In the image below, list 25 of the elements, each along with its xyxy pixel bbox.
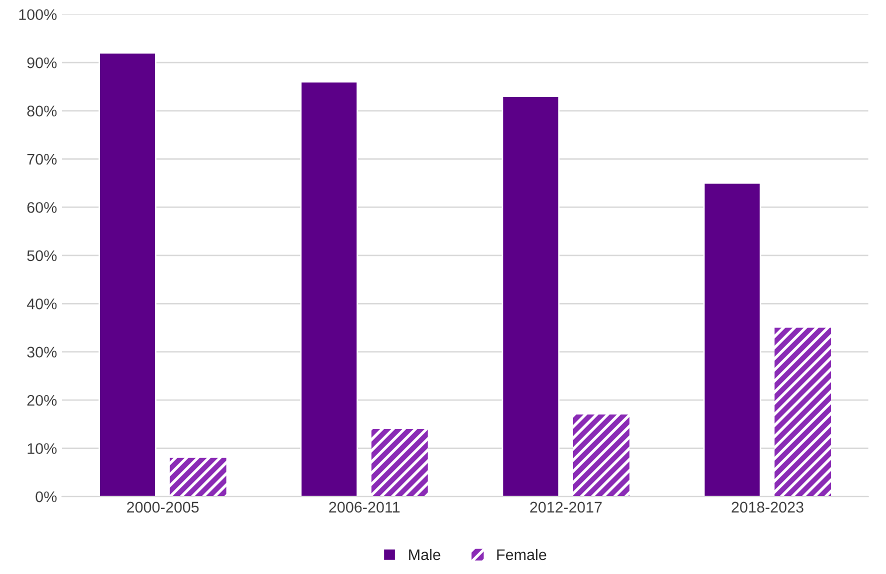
bar bbox=[502, 96, 560, 497]
y-tick-label: 30% bbox=[27, 346, 57, 358]
y-tick-label: 20% bbox=[27, 394, 57, 406]
x-tick-label: 2006-2011 bbox=[329, 502, 400, 513]
legend-label: Female bbox=[497, 548, 546, 560]
y-tick-label: 40% bbox=[26, 298, 57, 310]
x-tick-label: 2012-2017 bbox=[530, 502, 602, 513]
y-tick-label: 90% bbox=[27, 57, 57, 68]
y-tick-label: 70% bbox=[27, 154, 57, 165]
y-tick-label: 100% bbox=[19, 9, 57, 20]
bar bbox=[170, 458, 226, 497]
bar bbox=[703, 182, 762, 497]
legend-label: Male bbox=[409, 548, 440, 560]
x-tick-label: 2018-2023 bbox=[732, 502, 804, 513]
y-tick-label: 10% bbox=[28, 443, 57, 454]
y-tick-label: 50% bbox=[27, 250, 57, 262]
bar bbox=[774, 328, 831, 497]
bar bbox=[300, 81, 358, 497]
y-tick-label: 80% bbox=[27, 106, 57, 116]
x-tick-label: 2000-2005 bbox=[127, 502, 199, 513]
bar bbox=[371, 429, 428, 497]
bar bbox=[98, 52, 156, 497]
bar bbox=[572, 414, 630, 497]
y-tick-label: 60% bbox=[27, 202, 57, 213]
y-tick-label: 0% bbox=[36, 491, 57, 502]
